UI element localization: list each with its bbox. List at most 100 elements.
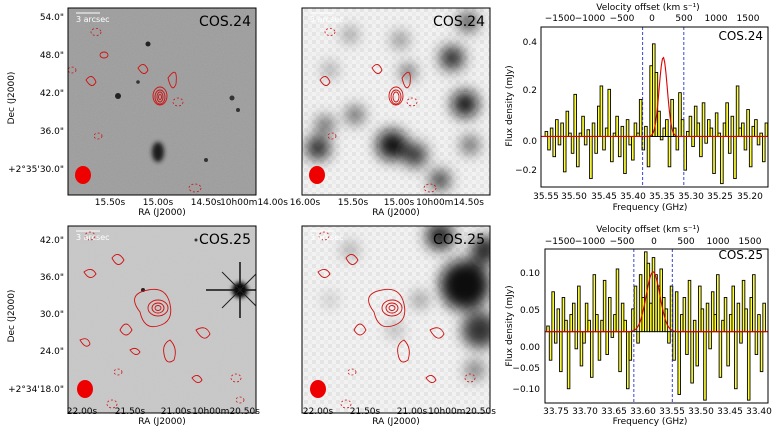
spectrum-bar [608, 297, 612, 333]
spectrum-bar [675, 136, 680, 151]
spectrum-bar [683, 136, 687, 171]
velocity-tick-labels: −1500 −1000 −500 0 500 1000 1500 [545, 14, 760, 24]
spectrum-bar [549, 127, 554, 137]
galaxy-source [152, 142, 164, 162]
spectrum-bar [638, 98, 643, 137]
spectrum-bar [687, 279, 692, 333]
spectrum-bar [699, 136, 703, 158]
spectrum-bar [754, 331, 759, 355]
spectrum-bar [725, 102, 729, 137]
radio-contours [85, 51, 177, 106]
svg-text:1500: 1500 [739, 237, 762, 247]
spectrum-bar [605, 331, 609, 355]
spectrum-bar [602, 279, 607, 333]
velocity-axis-label: Velocity offset (km s⁻¹) [596, 225, 699, 235]
spectrum-bar [674, 291, 679, 333]
svg-text:1000: 1000 [705, 14, 728, 24]
gaussian-fit [541, 56, 768, 138]
spectrum-bar [586, 129, 591, 137]
spectrum-bar [665, 119, 669, 137]
x-axis-label: Frequency (GHz) [613, 417, 688, 427]
spectrum-bar [564, 319, 568, 333]
svg-text:35.35: 35.35 [649, 192, 675, 202]
velocity-tick-labels: −1500 −1000 −500 0 500 1000 1500 [545, 237, 762, 247]
svg-text:−0.2: −0.2 [515, 166, 537, 176]
spectrum-bar [685, 331, 689, 355]
svg-text:0.00: 0.00 [520, 343, 540, 353]
spectrum-bar [703, 331, 707, 401]
spectrum-bar [574, 331, 579, 350]
svg-text:24.0": 24.0" [40, 347, 64, 357]
svg-text:42.0": 42.0" [40, 89, 64, 99]
x-axis-label: RA (J2000) [372, 417, 420, 427]
spectrum-bar [557, 136, 562, 146]
panel-title: COS.24 [199, 14, 251, 30]
panel-title: COS.25 [199, 232, 251, 248]
svg-text:500: 500 [677, 237, 694, 247]
panel-title: COS.25 [433, 232, 485, 248]
spectrum-bar [736, 302, 741, 333]
spectrum-bar [620, 125, 625, 137]
svg-text:33.45: 33.45 [717, 407, 743, 417]
scale-bar-label: 3 arcsec [310, 233, 344, 242]
svg-text:15.50s: 15.50s [95, 198, 126, 208]
spectrum-bar [734, 331, 738, 390]
svg-text:36.0": 36.0" [40, 273, 64, 283]
spectrum-bar [739, 331, 743, 344]
svg-text:+2°34'18.0": +2°34'18.0" [8, 385, 64, 395]
svg-text:10h00m20.50s: 10h00m20.50s [428, 407, 496, 417]
irac-image-cos24: 3 arcsec COS.24 16.00s 15.50s 15.00s 10h… [290, 7, 491, 218]
x-tick-labels: 16.00s 15.50s 15.00s 10h00m14.50s [290, 198, 484, 208]
spectrum-bar [688, 115, 693, 137]
spectrum-bar [705, 302, 710, 333]
spectrum-bar [552, 136, 556, 158]
svg-text:0: 0 [649, 14, 655, 24]
y-tick-labels: 42.0" 36.0" 30.0" 24.0" +2°34'18.0" [8, 236, 64, 395]
svg-text:35.50: 35.50 [561, 192, 587, 202]
bright-star [206, 262, 256, 318]
plot-frame [540, 26, 769, 188]
spectrum-bar [547, 136, 551, 151]
spectrum-bar [733, 136, 737, 180]
svg-text:10h00m14.00s: 10h00m14.00s [220, 198, 288, 208]
spectrum-bar [590, 331, 594, 378]
x-axis-label: RA (J2000) [372, 208, 420, 218]
spectrum-bar [556, 308, 561, 333]
plot-frame [544, 248, 769, 404]
svg-text:35.45: 35.45 [591, 192, 617, 202]
spectrum-bar [741, 122, 745, 137]
gaussian-fit [545, 271, 768, 333]
svg-text:21.00s: 21.00s [161, 407, 192, 417]
spectrum-bar [582, 331, 586, 344]
spectrum-bar [748, 136, 753, 168]
star-source [229, 95, 235, 101]
spectrum-bar [692, 319, 697, 333]
radio-contours [317, 254, 445, 383]
svg-text:21.50s: 21.50s [350, 407, 381, 417]
irac-background [302, 226, 490, 413]
spectrum-bar [631, 136, 635, 161]
beam-ellipse [77, 380, 93, 398]
spectrum-bars [546, 251, 766, 401]
spectrum-bar [691, 136, 695, 148]
spectrum-bar [599, 85, 604, 137]
spectrum-bar [682, 297, 687, 333]
spectrum-bar [672, 331, 676, 361]
spectrum-title: COS.25 [718, 248, 763, 262]
spectrum-bar [757, 314, 761, 333]
svg-text:33.65: 33.65 [601, 407, 627, 417]
svg-text:36.0": 36.0" [40, 127, 64, 137]
spectrum-bar [762, 136, 766, 163]
svg-text:33.70: 33.70 [572, 407, 598, 417]
spectrum-bar [743, 136, 748, 151]
negative-contours [318, 231, 476, 409]
svg-text:33.55: 33.55 [659, 407, 685, 417]
spectrum-bar [589, 136, 593, 180]
svg-text:1000: 1000 [707, 237, 730, 247]
svg-text:35.20: 35.20 [737, 192, 763, 202]
spectrum-bar [695, 331, 699, 367]
star-source [236, 108, 240, 112]
spectrum-bar [615, 115, 619, 137]
star-source [136, 80, 140, 84]
spectrum-bar [636, 331, 640, 344]
